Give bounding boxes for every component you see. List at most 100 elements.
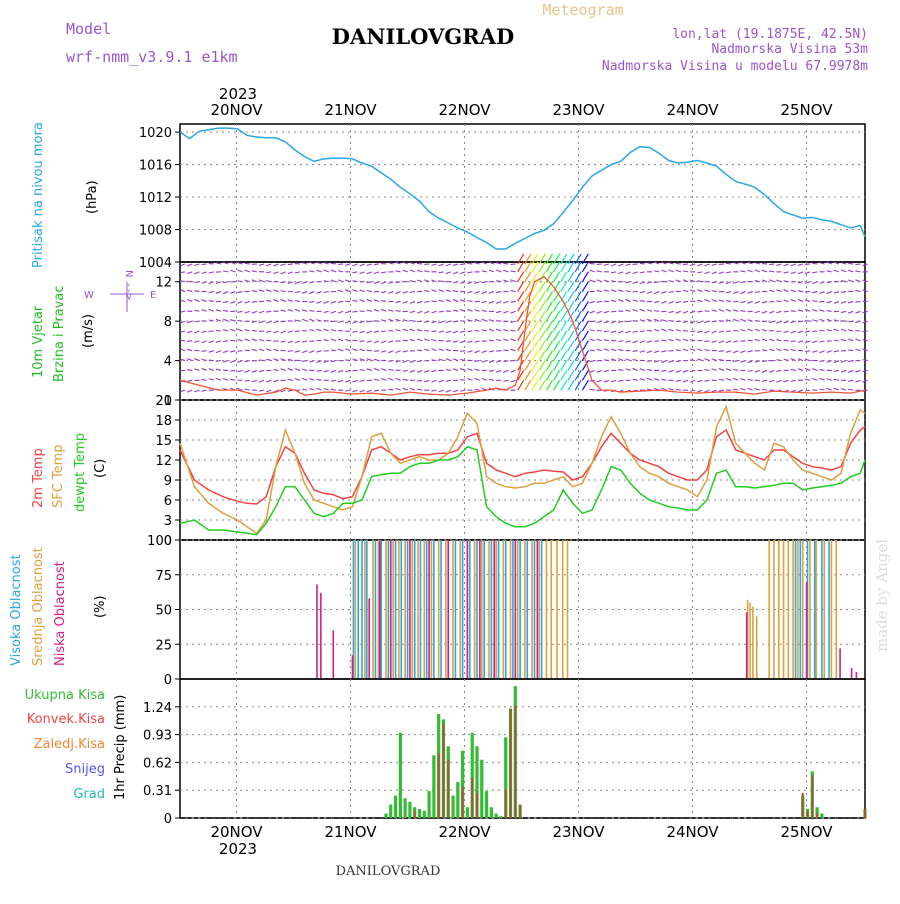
top-day-label: 23NOV	[552, 101, 605, 119]
wind-barb	[618, 264, 623, 266]
wind-barb	[367, 321, 372, 322]
precip-conv-bar	[447, 760, 449, 818]
compass-e-label: E	[150, 290, 156, 301]
wind-barb	[518, 311, 524, 321]
wind-barb	[230, 329, 235, 331]
wind-barb	[733, 310, 738, 311]
wind-barb	[259, 360, 264, 361]
wind-barb	[539, 291, 545, 301]
y-tick-label: 6	[164, 494, 172, 509]
wind-barb	[475, 378, 480, 380]
wind-barb	[784, 290, 789, 292]
wind-barb	[475, 341, 480, 342]
wind-barb	[798, 321, 803, 322]
y-tick-label: 8	[164, 315, 172, 330]
wind-barb	[360, 331, 365, 333]
wind-barb	[374, 379, 379, 380]
wind-barb	[237, 311, 242, 312]
wind-barb	[252, 380, 257, 382]
wind-barb	[561, 380, 567, 390]
wind-barb	[719, 300, 724, 302]
wind-barb	[740, 282, 745, 283]
wind-barb	[403, 388, 408, 390]
wind-barb	[467, 272, 472, 273]
wind-barb	[309, 341, 314, 342]
wind-barb	[266, 359, 271, 361]
wind-barb	[546, 301, 552, 311]
wind-barb	[755, 321, 760, 322]
wind-barb	[317, 320, 322, 322]
wind-barb	[194, 390, 199, 392]
wind-barb	[812, 282, 817, 284]
wind-barb	[209, 379, 214, 381]
precip-conv-bar	[438, 753, 440, 818]
wind-barb	[460, 272, 465, 274]
wind-barb	[554, 301, 560, 311]
wind-barb	[424, 271, 429, 272]
top-day-label: 22NOV	[438, 101, 491, 119]
wind-barb	[511, 290, 516, 291]
wind-barb	[719, 359, 724, 360]
y-tick-label: 75	[155, 569, 172, 584]
wind-barb	[633, 368, 638, 370]
wind-barb	[202, 379, 207, 380]
wind-barb	[374, 390, 379, 391]
wind-barb	[352, 272, 357, 273]
wind-barb	[705, 341, 710, 342]
wind-barb	[302, 341, 307, 342]
wind-barb	[489, 270, 494, 272]
y-tick-label: 0.93	[143, 729, 172, 744]
precip-total-bar	[427, 791, 430, 818]
wind-barb	[194, 321, 199, 322]
wind-barb	[755, 329, 760, 331]
wind-barb	[374, 359, 379, 360]
wind-barb	[245, 311, 250, 313]
wind-barb	[302, 389, 307, 390]
y-tick-label: 12	[155, 276, 172, 291]
wind-barb	[431, 349, 436, 351]
wind-barb	[216, 310, 221, 312]
wind-barb	[288, 368, 293, 370]
wind-barb	[453, 299, 458, 301]
wind-barb	[697, 264, 702, 266]
wind-barb	[202, 300, 207, 302]
wind-barb	[640, 263, 645, 264]
wind-barb	[841, 311, 846, 312]
precip-total-bar	[418, 809, 421, 818]
wind-barb	[288, 351, 293, 352]
wind-barb	[554, 272, 560, 282]
wind-barb	[554, 321, 560, 331]
wind-barb	[661, 329, 666, 331]
wind-barb	[424, 311, 429, 313]
wind-barb	[309, 388, 314, 390]
wind-barb	[755, 270, 760, 272]
wind-barb	[532, 291, 538, 301]
wind-barb	[812, 309, 817, 311]
wind-barb	[381, 379, 386, 381]
wind-barb	[295, 351, 300, 352]
wind-barb	[431, 264, 436, 265]
wind-barb	[309, 271, 314, 272]
wind-barb	[762, 321, 767, 322]
wind-barb	[848, 380, 853, 381]
wind-barb	[640, 320, 645, 321]
wind-barb	[403, 329, 408, 331]
wind-barb	[647, 341, 652, 342]
wind-barb	[424, 380, 429, 382]
bottom-day-label: 20NOV	[210, 823, 263, 841]
wind-barb	[245, 361, 250, 362]
wind-barb	[669, 311, 674, 312]
wind-barb	[288, 331, 293, 332]
wind-barb	[647, 292, 652, 294]
wind-barb	[776, 340, 781, 341]
wind-barb	[230, 379, 235, 380]
wind-barb	[460, 368, 465, 370]
wind-barb	[863, 280, 868, 282]
wind-barb	[776, 370, 781, 371]
wind-barb	[683, 264, 688, 265]
wind-barb	[683, 349, 688, 351]
precip-total-bar	[394, 796, 397, 818]
wind-barb	[590, 270, 595, 272]
